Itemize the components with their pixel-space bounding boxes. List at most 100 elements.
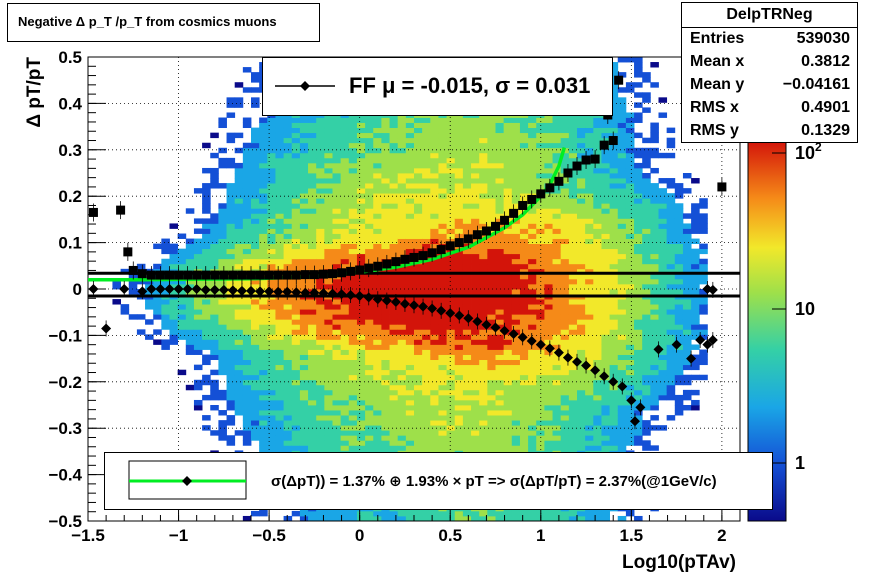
heatmap-cell bbox=[332, 188, 342, 194]
heatmap-cell bbox=[316, 435, 325, 441]
heatmap-cell bbox=[544, 384, 553, 391]
heatmap-cell bbox=[609, 430, 619, 436]
heatmap-cell bbox=[642, 97, 651, 103]
heatmap-cell bbox=[642, 268, 651, 275]
heatmap-cell bbox=[471, 374, 480, 381]
heatmap-cell bbox=[291, 349, 301, 355]
heatmap-cell bbox=[634, 228, 643, 234]
heatmap-cell bbox=[267, 349, 276, 355]
heatmap-cell bbox=[430, 339, 439, 345]
heatmap-cell bbox=[430, 359, 439, 366]
heatmap-cell bbox=[365, 117, 374, 123]
heatmap-cell bbox=[536, 324, 545, 330]
heatmap-cell bbox=[471, 157, 480, 164]
heatmap-cell bbox=[471, 238, 480, 245]
heatmap-cell bbox=[487, 263, 496, 270]
heatmap-cell bbox=[340, 198, 350, 204]
heatmap-cell bbox=[544, 268, 553, 275]
heatmap-cell bbox=[438, 193, 447, 199]
heatmap-cell bbox=[422, 369, 431, 376]
heatmap-cell bbox=[568, 364, 578, 371]
heatmap-cell bbox=[617, 309, 627, 315]
heatmap-cell bbox=[479, 364, 488, 371]
heatmap-cell bbox=[503, 157, 513, 164]
heatmap-cell bbox=[430, 379, 439, 386]
heatmap-cell bbox=[169, 223, 179, 229]
heatmap-cell bbox=[487, 299, 496, 305]
heatmap-cell bbox=[389, 430, 399, 436]
heatmap-cell bbox=[267, 162, 276, 169]
heatmap-cell bbox=[471, 122, 480, 129]
heatmap-cell bbox=[202, 193, 211, 199]
heatmap-cell bbox=[405, 379, 415, 386]
heatmap-cell bbox=[528, 188, 537, 194]
heatmap-cell bbox=[365, 198, 374, 204]
heatmap-cell bbox=[373, 405, 382, 411]
heatmap-cell bbox=[259, 243, 268, 250]
heatmap-cell bbox=[593, 188, 602, 194]
heatmap-cell bbox=[414, 510, 423, 517]
heatmap-cell bbox=[503, 178, 513, 184]
heatmap-cell bbox=[226, 162, 236, 169]
heatmap-cell bbox=[381, 405, 390, 411]
heatmap-cell bbox=[511, 364, 521, 371]
heatmap-cell bbox=[438, 289, 447, 295]
heatmap-cell bbox=[617, 107, 627, 113]
heatmap-cell bbox=[405, 127, 415, 134]
heatmap-cell bbox=[145, 304, 154, 310]
heatmap-cell bbox=[275, 399, 284, 406]
heatmap-cell bbox=[593, 289, 602, 295]
heatmap-cell bbox=[479, 208, 488, 214]
heatmap-cell bbox=[356, 329, 366, 335]
heatmap-cell bbox=[544, 273, 553, 280]
heatmap-cell bbox=[218, 354, 227, 361]
heatmap-cell bbox=[601, 258, 610, 265]
heatmap-cell bbox=[536, 243, 545, 250]
heatmap-cell bbox=[299, 319, 309, 325]
heatmap-cell bbox=[251, 238, 260, 245]
heatmap-cell bbox=[275, 243, 284, 250]
heatmap-cell bbox=[430, 384, 439, 391]
heatmap-cell bbox=[634, 384, 643, 391]
heatmap-cell bbox=[365, 334, 374, 340]
heatmap-cell bbox=[634, 233, 643, 239]
heatmap-cell bbox=[536, 208, 545, 214]
heatmap-cell bbox=[601, 440, 610, 446]
heatmap-cell bbox=[381, 379, 390, 386]
heatmap-cell bbox=[397, 425, 407, 431]
heatmap-cell bbox=[389, 122, 399, 129]
heatmap-cell bbox=[242, 208, 252, 214]
heatmap-cell bbox=[487, 379, 496, 386]
heatmap-cell bbox=[177, 309, 187, 315]
heatmap-cell bbox=[552, 253, 562, 260]
heatmap-cell bbox=[291, 405, 301, 411]
heatmap-cell bbox=[308, 415, 317, 421]
heatmap-cell bbox=[259, 228, 268, 234]
heatmap-cell bbox=[519, 369, 529, 376]
heatmap-cell bbox=[316, 178, 325, 184]
heatmap-cell bbox=[291, 167, 301, 174]
heatmap-cell bbox=[634, 314, 643, 320]
heatmap-cell bbox=[193, 263, 203, 270]
heatmap-cell bbox=[193, 248, 203, 255]
heatmap-cell bbox=[625, 147, 635, 154]
heatmap-cell bbox=[193, 399, 203, 406]
heatmap-cell bbox=[487, 405, 496, 411]
heatmap-cell bbox=[585, 162, 594, 169]
heatmap-cell bbox=[316, 394, 325, 401]
heatmap-cell bbox=[316, 510, 325, 517]
heatmap-cell bbox=[356, 430, 366, 436]
heatmap-cell bbox=[389, 324, 399, 330]
heatmap-cell bbox=[454, 410, 464, 416]
heatmap-cell bbox=[625, 364, 635, 371]
heatmap-cell bbox=[356, 339, 366, 345]
heatmap-cell bbox=[340, 369, 350, 376]
heatmap-cell bbox=[348, 344, 358, 350]
heatmap-cell bbox=[642, 299, 651, 305]
heatmap-cell bbox=[185, 258, 195, 265]
heatmap-cell bbox=[218, 369, 227, 376]
heatmap-cell bbox=[365, 233, 374, 239]
heatmap-cell bbox=[291, 445, 301, 451]
heatmap-cell bbox=[356, 238, 366, 245]
heatmap-cell bbox=[422, 314, 431, 320]
